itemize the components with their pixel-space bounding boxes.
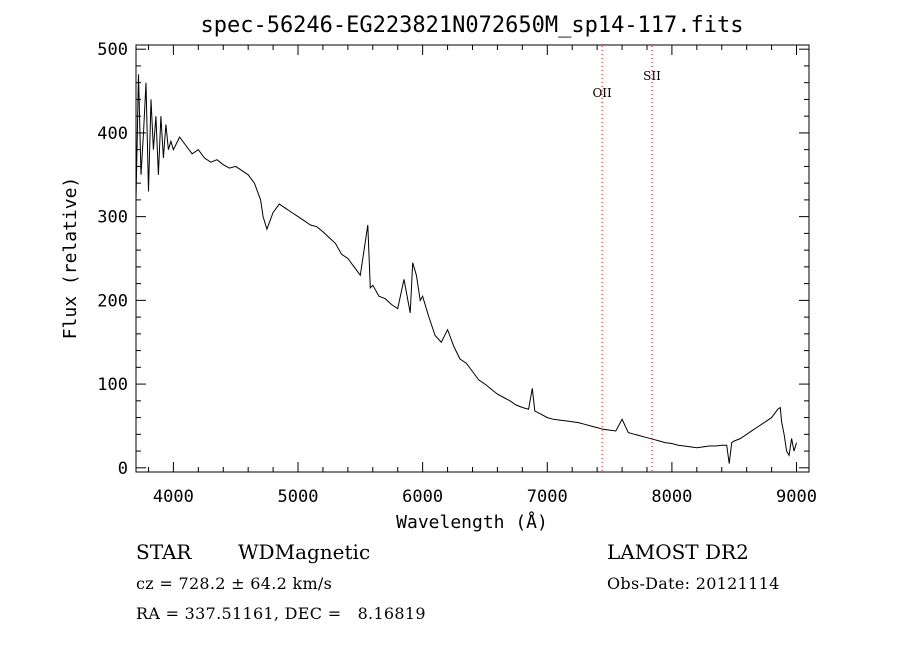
y-tick-label: 500: [97, 40, 128, 60]
object-type: STAR: [136, 540, 192, 564]
x-tick-label: 8000: [651, 487, 692, 507]
x-tick-label: 9000: [776, 487, 817, 507]
x-tick-label: 4000: [153, 487, 194, 507]
y-tick-label: 0: [118, 459, 128, 479]
y-axis-ticks: 0 100 200 300 400 500: [97, 40, 809, 479]
emission-line-label: SII: [643, 69, 661, 83]
emission-line-label: OII: [592, 86, 612, 100]
sky-coordinates: RA = 337.51161, DEC = 8.16819: [136, 604, 426, 623]
x-tick-label: 6000: [402, 487, 443, 507]
x-axis-ticks: 4000 5000 6000 7000 8000 9000: [147, 45, 817, 507]
y-tick-label: 100: [97, 375, 128, 395]
x-tick-label: 7000: [527, 487, 568, 507]
y-axis-label: Flux (relative): [60, 177, 81, 340]
emission-line-markers: OII SII: [592, 46, 661, 471]
y-tick-label: 200: [97, 291, 128, 311]
observation-date: Obs-Date: 20121114: [607, 574, 780, 593]
spectrum-series-line: [135, 74, 797, 464]
redshift-value: cz = 728.2 ± 64.2 km/s: [136, 574, 333, 593]
survey-name: LAMOST DR2: [607, 540, 749, 564]
x-axis-label: Wavelength (Å): [396, 511, 548, 533]
chart-title: spec-56246-EG223821N072650M_sp14-117.fit…: [200, 13, 743, 38]
object-subclass: WDMagnetic: [238, 540, 371, 564]
x-tick-label: 5000: [278, 487, 319, 507]
y-tick-label: 400: [97, 124, 128, 144]
y-tick-label: 300: [97, 208, 128, 228]
